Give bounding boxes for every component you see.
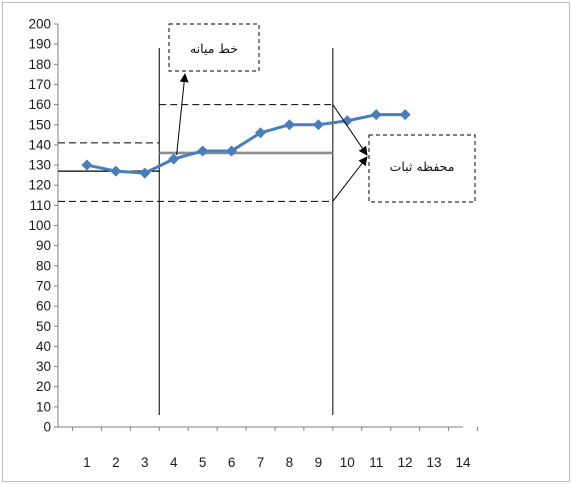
data-point: [341, 115, 353, 127]
y-tick-label: 40: [36, 339, 51, 354]
x-tick-label: 11: [369, 455, 383, 470]
x-tick-label: 6: [228, 455, 236, 470]
series-line: [86, 113, 406, 175]
x-tick-labels: 1 2 3 4 5 6 7 8 9 10 11 12 13 14: [83, 455, 471, 470]
x-tick-label: 14: [455, 455, 471, 470]
y-tick-label: 10: [36, 399, 51, 414]
data-point: [255, 127, 266, 139]
y-tick-label: 110: [29, 198, 51, 213]
x-tick-label: 13: [427, 455, 442, 470]
y-tick-label: 120: [28, 178, 51, 193]
data-point: [226, 145, 238, 157]
x-tick-label: 9: [315, 455, 323, 470]
y-tick-label: 160: [28, 97, 51, 112]
data-point: [399, 109, 411, 121]
y-tick-label: 30: [36, 359, 51, 374]
x-tick-label: 10: [340, 455, 355, 470]
y-tick-label: 100: [28, 218, 51, 233]
y-tick-label: 150: [28, 117, 51, 132]
x-tick-label: 12: [398, 455, 413, 470]
x-tick-label: 1: [83, 455, 91, 470]
x-tick-label: 4: [170, 455, 178, 470]
guide-lines: [58, 48, 334, 415]
data-point: [81, 159, 93, 171]
y-tick-labels: 0 10 20 30 40 50 60 70 80 90 100 110 120 130 140 150 160…: [28, 17, 51, 435]
y-tick-label: 180: [28, 57, 51, 72]
mean-label-arrow: [176, 73, 189, 156]
annotations: خط میانه محفظه ثبات: [168, 23, 476, 203]
y-tick-label: 60: [36, 299, 51, 314]
data-point: [110, 165, 122, 177]
y-tick-label: 200: [28, 17, 51, 32]
data-point: [139, 167, 151, 179]
x-tick-label: 7: [257, 455, 265, 470]
data-point: [312, 119, 324, 131]
data-point: [370, 109, 382, 121]
line-chart: 0102030405060708090100110120130140150160…: [28, 17, 478, 470]
y-tick-label: 50: [36, 319, 51, 334]
y-tick-label: 140: [28, 137, 51, 152]
envelope-label-box: [368, 134, 476, 203]
mean-label-text: خط میانه: [190, 41, 238, 56]
x-tick-label: 2: [112, 455, 120, 470]
y-tick-label: 80: [36, 258, 51, 273]
y-tick-label: 70: [36, 278, 51, 293]
data-point: [197, 145, 209, 157]
y-tick-label: 190: [28, 37, 51, 52]
y-tick-label: 20: [36, 379, 51, 394]
axes: [54, 23, 478, 431]
mean-label-box: [168, 23, 260, 72]
envelope-label-text: محفظه ثبات: [390, 159, 455, 174]
y-tick-label: 170: [28, 77, 51, 92]
envelope-arrow-upper: [332, 104, 368, 156]
envelope-arrow-lower: [332, 156, 368, 202]
data-point: [283, 119, 295, 131]
y-tick-label: 90: [36, 238, 51, 253]
x-tick-label: 5: [199, 455, 207, 470]
series-layer: [81, 109, 411, 179]
y-tick-label: 0: [43, 420, 51, 435]
y-tick-label: 130: [28, 158, 51, 173]
data-point: [168, 153, 180, 165]
x-tick-label: 8: [286, 455, 294, 470]
x-tick-label: 3: [141, 455, 149, 470]
